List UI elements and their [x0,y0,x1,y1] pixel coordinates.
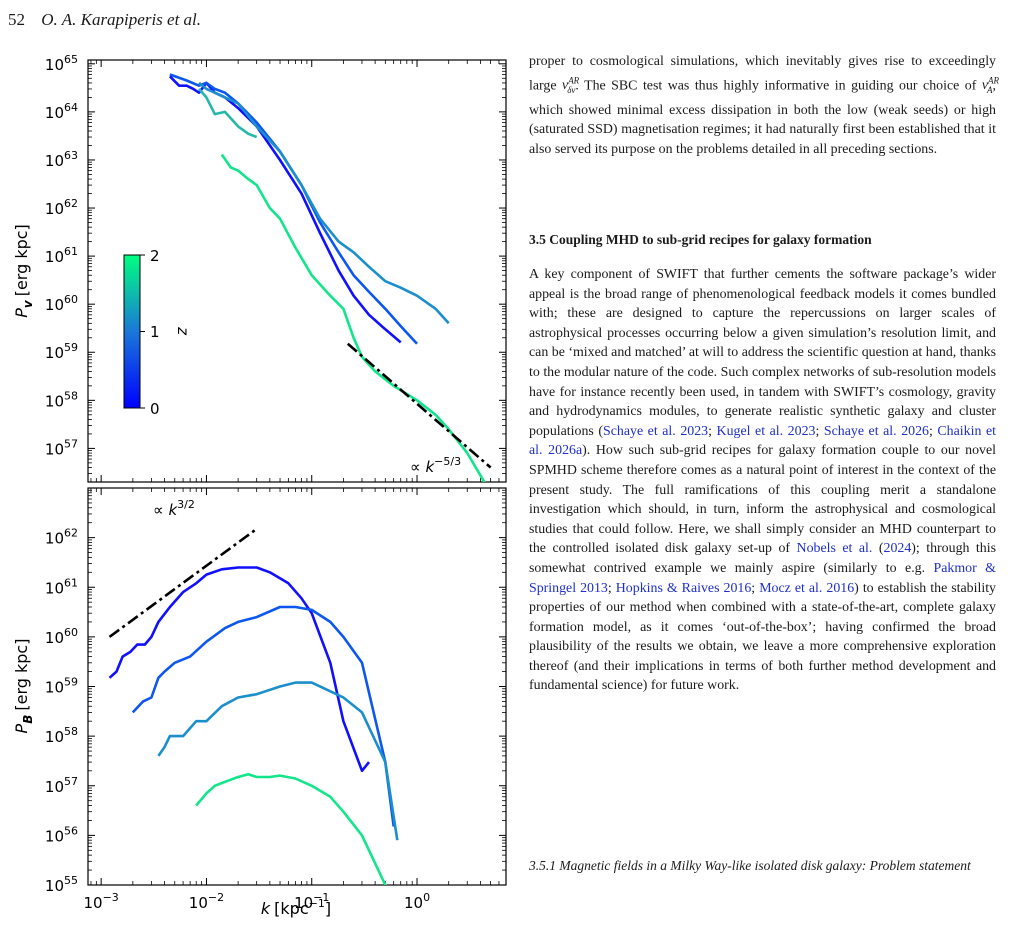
p2-part-4: ) to establish the stability properties … [529,580,997,694]
author-line: O. A. Karapiperis et al. [41,10,202,29]
symbol-v-delta: vARδv [562,75,580,95]
colorbar-tick-1: 1 [150,323,160,341]
top-y-axis-label: Pv[erg kpc] [12,224,35,318]
top-ytick-1e60: 1060 [45,293,78,314]
p1-part-b: . The SBC test was thus highly informati… [575,78,982,94]
xtick-1e-3: 10−3 [83,891,118,912]
p2-part-3: ); through this somewhat contrived examp… [529,541,997,576]
paragraph-sbc-test: proper to cosmological simulations, whic… [529,52,1000,159]
xtick-1e-2: 10−2 [189,891,224,912]
bottom-panel-frame [87,487,507,886]
subsection-heading: 3.5.1 Magnetic fields in a Milky Way-lik… [529,858,971,873]
colorbar-tick-0: 0 [150,400,160,418]
top-reference-slope-line [346,342,492,469]
top-series-z-2 [220,153,486,482]
colorbar-tick-2: 2 [150,247,160,265]
colorbar [123,254,141,409]
citation-kugel-2023[interactable]: Kugel et al. 2023 [716,423,816,439]
top-ytick-1e58: 1058 [45,389,78,410]
running-head: 52 O. A. Karapiperis et al. [8,10,201,30]
top-slope-label: ∝ k−5/3 [410,455,461,476]
power-spectra-figure: 1057 1058 1059 1060 1061 1062 1063 1064 1065 105… [12,53,507,918]
bottom-ytick-1e62: 1062 [45,527,78,548]
x-tick-labels: 10−3 10−2 10−1 100 [83,891,430,912]
bottom-reference-slope-line [108,527,258,638]
p1-part-c: , which showed minimal excess dissipatio… [529,78,996,157]
top-series-z-1 [198,81,450,325]
bottom-panel-series [108,527,399,885]
text-column: proper to cosmological simulations, whic… [529,52,1000,159]
citation-chaikin-2026a[interactable]: Chaikin et al. 2026a [529,423,996,459]
citation-hopkins-raives[interactable]: Hopkins & Raives 2016 [615,580,752,596]
top-panel-series [168,73,492,482]
top-ytick-1e59: 1059 [45,341,78,362]
bottom-ytick-1e58: 1058 [45,725,78,746]
top-y-tick-labels: 1057 1058 1059 1060 1061 1062 1063 1064 1065 [45,53,78,459]
bottom-y-axis-label: PB[erg kpc] [12,639,35,734]
p2-part-2: ). How such sub-grid recipes for galaxy … [529,443,996,557]
citation-pakmor-springel[interactable]: Pakmor & Springel 2013 [529,560,996,596]
bottom-ytick-1e57: 1057 [45,775,78,796]
top-ytick-1e57: 1057 [45,437,78,458]
top-series-z-0 [168,75,402,344]
section-heading: 3.5 Coupling MHD to sub-grid recipes for… [529,232,872,247]
top-ytick-1e63: 1063 [45,149,78,170]
top-ytick-1e61: 1061 [45,245,78,266]
axis-ticks [88,60,507,886]
top-series-z-1_5 [198,88,258,139]
top-panel-frame [87,59,507,483]
bottom-series-z-0_5 [131,605,395,827]
p2-part-1: A key component of SWIFT that further ce… [529,267,996,439]
xtick-1e0: 100 [404,891,430,912]
xtick-1e-1: 10−1 [294,891,329,912]
top-ytick-1e64: 1064 [45,101,78,122]
bottom-ytick-1e61: 1061 [45,576,78,597]
citation-schaye-2023[interactable]: Schaye et al. 2023 [603,423,709,439]
top-ytick-1e65: 1065 [45,53,78,74]
citation-nobels[interactable]: Nobels et al. [796,541,873,557]
symbol-v-a: vARA [981,75,1000,95]
citation-schaye-2026[interactable]: Schaye et al. 2026 [823,423,929,439]
top-ytick-1e62: 1062 [45,197,78,218]
paragraph-subgrid: A key component of SWIFT that further ce… [529,267,997,694]
page-number: 52 [8,10,25,29]
top-series-z-0_5 [169,73,418,345]
bottom-ytick-1e56: 1056 [45,824,78,845]
bottom-y-tick-labels: 1055 1056 1057 1058 1059 1060 1061 1062 [45,527,78,895]
bottom-slope-label: ∝ k3/2 [153,498,195,519]
bottom-ytick-1e55: 1055 [45,874,78,895]
citation-nobels-year[interactable]: 2024 [883,541,912,557]
colorbar-label: z [174,326,192,336]
bottom-series-z-2 [195,772,387,885]
bottom-series-z-0 [108,566,371,773]
p1-part-a: proper to cosmological simulations, whic… [529,54,996,94]
bottom-ytick-1e59: 1059 [45,676,78,697]
bottom-series-z-1 [157,681,399,841]
x-axis-label: k [kpc−1] [261,897,331,918]
bottom-ytick-1e60: 1060 [45,626,78,647]
citation-mocz[interactable]: Mocz et al. 2016 [759,580,855,596]
